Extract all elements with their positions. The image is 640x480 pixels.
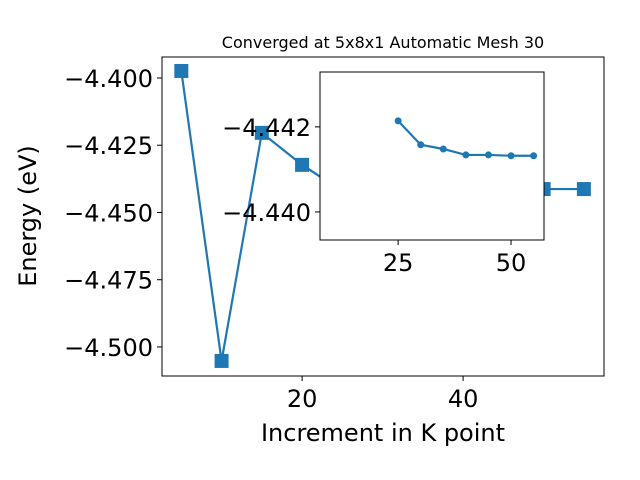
marker [484,151,492,159]
axes: 25 50 −4.442 −4.440 [222,71,545,277]
marker [174,63,189,78]
y-tick-label: −4.475 [64,267,153,295]
y-tick-label: −4.500 [64,334,153,362]
x-tick-label: 20 [287,385,318,413]
y-tick-label: −4.440 [222,199,311,227]
y-tick-label: −4.400 [64,65,153,93]
marker [576,182,591,197]
marker [439,145,447,153]
y-tick-label: −4.425 [64,132,153,160]
x-tick-label: 25 [383,249,414,277]
marker [462,151,470,159]
y-axis-label: Energy (eV) [14,145,42,287]
plot [394,117,538,160]
marker [394,117,402,125]
marker [214,353,229,368]
y-tick-label: −4.450 [64,199,153,227]
x-tick-label: 50 [496,249,527,277]
x-axis-label: Increment in K point [261,419,505,447]
y-tick-label: −4.442 [222,114,311,142]
marker [417,141,425,149]
marker [507,152,515,160]
marker [530,152,538,160]
chart-title: Converged at 5x8x1 Automatic Mesh 30 [222,33,544,52]
axes-frame [319,71,545,241]
marker [254,125,269,140]
marker [295,157,310,172]
axes-frame [161,56,605,377]
x-tick-label: 40 [448,385,479,413]
